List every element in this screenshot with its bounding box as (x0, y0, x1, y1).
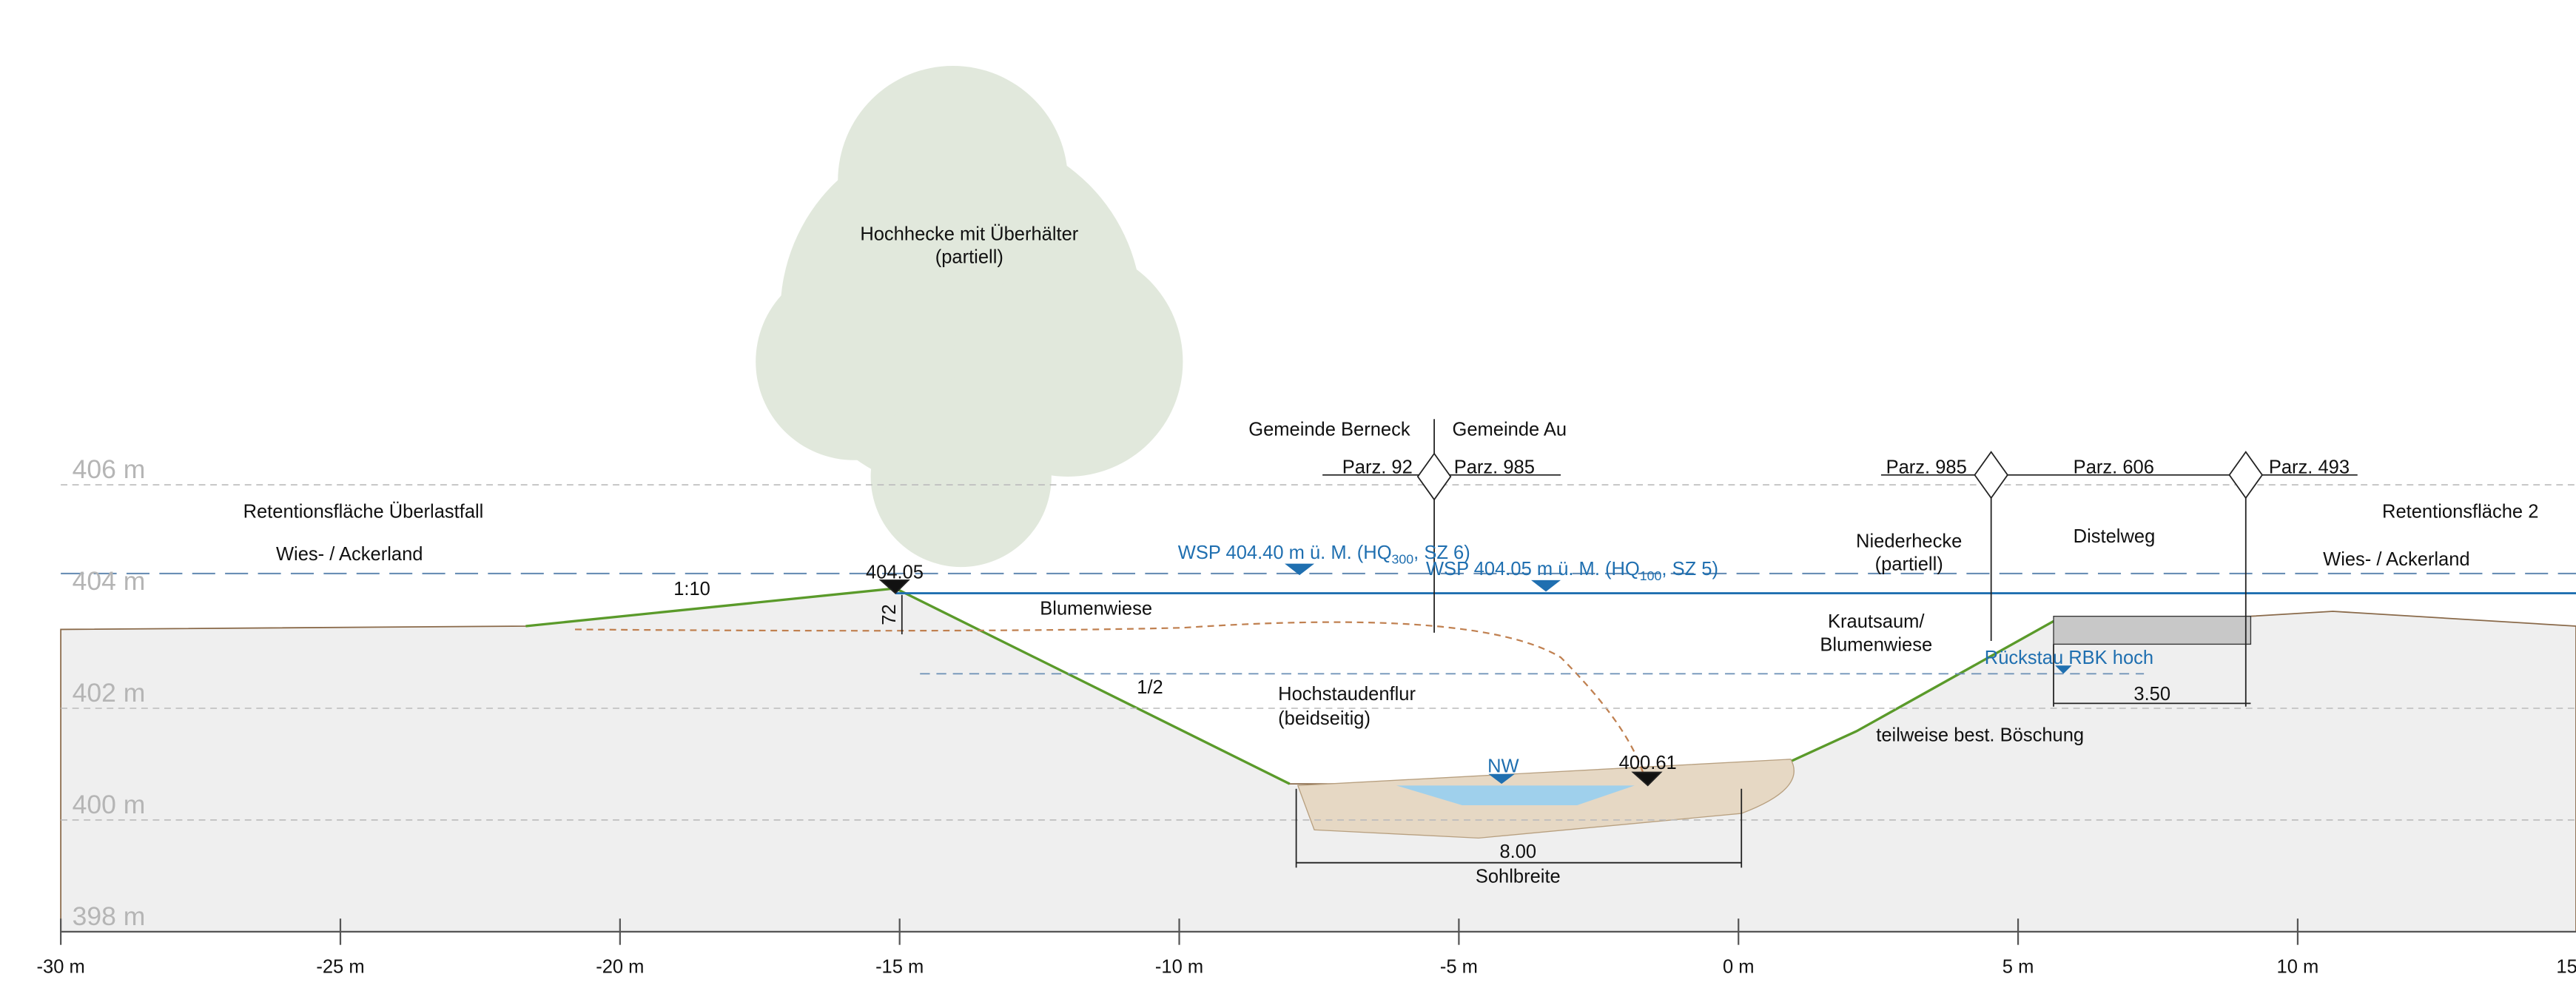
x-tick-label: -20 m (596, 956, 644, 977)
water-symbols (1285, 563, 2072, 785)
x-tick-label: -10 m (1155, 956, 1203, 977)
x-tick-label: 10 m (2277, 956, 2319, 977)
label: Niederhecke (1856, 531, 1962, 551)
label: Wies- / Ackerland (2323, 549, 2470, 570)
tree (756, 65, 1183, 568)
label: Blumenwiese (1040, 598, 1152, 619)
label: WSP 404.40 m ü. M. (HQ (1178, 542, 1392, 563)
label: Distelweg (2074, 526, 2156, 547)
label: Krautsaum/ (1828, 611, 1925, 632)
label: (partiell) (935, 246, 1003, 267)
label: 8.00 (1499, 841, 1536, 862)
old-profile (575, 621, 1644, 773)
label: 404.05 (866, 562, 924, 583)
label: Hochstaudenflur (1278, 684, 1416, 705)
label: Parz. 985 (1886, 457, 1967, 478)
label: WSP 404.40 m ü. M. (HQ300, SZ 6) (1178, 542, 1470, 567)
label: Parz. 606 (2074, 457, 2154, 478)
label: 100 (1640, 568, 1662, 583)
label: 300 (1392, 552, 1414, 567)
label: teilweise best. Böschung (1876, 725, 2084, 745)
path-surface (2053, 616, 2252, 645)
y-tick-label: 406 m (73, 454, 146, 484)
label: Parz. 985 (1454, 457, 1535, 478)
label: WSP 404.05 m ü. M. (HQ100, SZ 5) (1426, 559, 1718, 583)
label: Parz. 92 (1342, 457, 1413, 478)
label: 1:10 (673, 579, 710, 599)
label: , SZ 6) (1413, 542, 1470, 563)
y-tick-label: 398 m (73, 901, 146, 931)
label: Sohlbreite (1476, 866, 1561, 887)
label: 72 (879, 604, 900, 625)
label: (beidseitig) (1278, 708, 1371, 729)
y-tick-label: 404 m (73, 566, 146, 596)
markers (878, 419, 2358, 868)
label: 400.61 (1619, 753, 1677, 773)
label: (partiell) (1875, 554, 1943, 575)
x-tick-label: -15 m (875, 956, 924, 977)
label: Hochhecke mit Überhälter (860, 224, 1078, 244)
label: 1/2 (1137, 677, 1163, 698)
x-tick-label: -25 m (316, 956, 364, 977)
x-tick-label: -30 m (37, 956, 85, 977)
label: WSP 404.05 m ü. M. (HQ (1426, 559, 1640, 580)
label: Gemeinde Berneck (1248, 419, 1410, 440)
label: Retentionsfläche Überlastfall (243, 501, 484, 522)
label: Parz. 493 (2269, 457, 2350, 478)
y-tick-label: 400 m (73, 790, 146, 819)
x-tick-label: 5 m (2002, 956, 2034, 977)
y-tick-label: 402 m (73, 678, 146, 708)
label: Gemeinde Au (1453, 419, 1567, 440)
label: Retentionsfläche 2 (2382, 501, 2538, 522)
label: Blumenwiese (1820, 634, 1932, 655)
label: Rückstau RBK hoch (1985, 648, 2153, 668)
label: NW (1487, 756, 1519, 777)
nw-water (1396, 785, 1635, 805)
x-tick-label: -5 m (1440, 956, 1478, 977)
grid (61, 484, 2576, 821)
label: , SZ 5) (1661, 559, 1718, 580)
label: 3.50 (2133, 684, 2170, 705)
x-tick-label: 15 m (2556, 956, 2576, 977)
x-tick-label: 0 m (1723, 956, 1755, 977)
label: Wies- / Ackerland (276, 544, 423, 565)
